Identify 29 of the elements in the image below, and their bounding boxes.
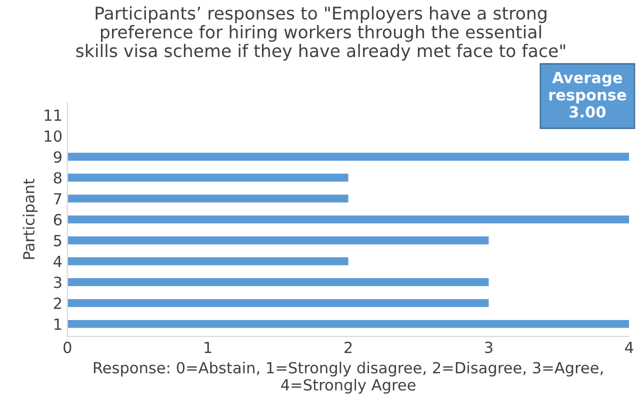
y-tick-label: 7 bbox=[54, 193, 62, 204]
y-tick-label: 9 bbox=[54, 151, 62, 163]
y-tick-label: 11 bbox=[44, 110, 62, 121]
annotation: Average response 3.00 bbox=[549, 72, 626, 118]
y-axis-title: Participant bbox=[22, 178, 38, 259]
x-tick-label: 0 bbox=[64, 342, 72, 354]
bar bbox=[67, 194, 348, 203]
bar bbox=[67, 174, 348, 182]
bar bbox=[67, 320, 630, 328]
y-tick-label: 10 bbox=[44, 130, 62, 142]
y-tick-label: 2 bbox=[54, 298, 62, 309]
bar bbox=[67, 152, 630, 161]
bar bbox=[67, 299, 489, 308]
x-tick-label: 1 bbox=[204, 342, 212, 353]
chart-title: Participants’ responses to "Employers have a strong preference for hiring workers through the essential skills visa scheme if they have already met face to face" bbox=[76, 6, 565, 61]
y-tick-label: 5 bbox=[54, 235, 62, 246]
bar bbox=[67, 278, 489, 286]
y-tick-label: 6 bbox=[54, 214, 62, 226]
bar bbox=[67, 215, 630, 224]
x-tick-label: 3 bbox=[485, 342, 492, 354]
bar bbox=[67, 236, 489, 244]
y-tick-label: 3 bbox=[54, 276, 62, 288]
bar bbox=[67, 257, 348, 266]
x-axis-title: Response: 0=Abstain, 1=Strongly disagree, 2=Disagree, 3=Agree, 4=Strongly Agree bbox=[94, 362, 603, 394]
y-tick-label: 1 bbox=[54, 318, 62, 330]
y-tick-label: 4 bbox=[54, 256, 62, 268]
x-tick-label: 2 bbox=[344, 342, 352, 353]
y-tick-label: 8 bbox=[54, 172, 62, 184]
x-tick-label: 4 bbox=[625, 342, 634, 353]
